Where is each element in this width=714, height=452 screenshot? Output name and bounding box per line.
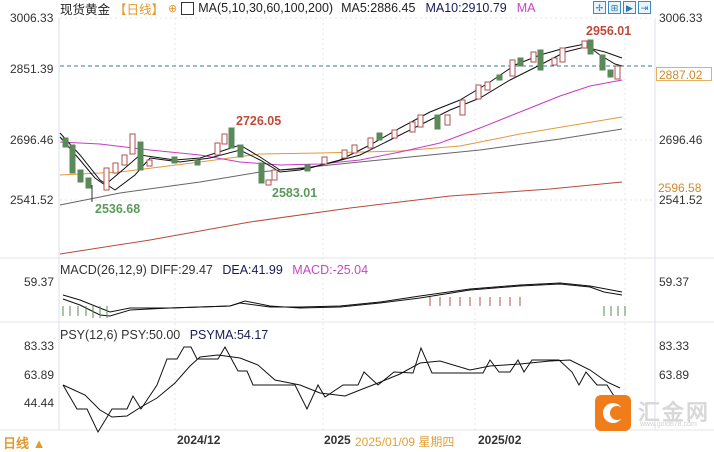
psy-params: PSY(12,6) — [60, 328, 118, 342]
y-tick: 2541.52 — [10, 193, 54, 207]
y-tick-right: 2541.52 — [659, 193, 703, 207]
ma10-value: MA10:2910.79 — [425, 1, 507, 15]
high-annotation: 2726.05 — [236, 114, 282, 128]
next-icon[interactable]: ⇥ — [638, 1, 651, 14]
y-tick: 3006.33 — [10, 11, 54, 25]
macd-y-tick: 59.37 — [24, 275, 55, 289]
current-price-tag: 2887.02 — [656, 67, 712, 82]
y-tick: 2851.39 — [10, 62, 54, 76]
y-tick: 2696.46 — [10, 133, 54, 147]
ma5-value: MA5:2886.45 — [341, 1, 416, 15]
instrument-name: 现货黄金 — [60, 2, 111, 17]
watermark-logo-icon — [595, 395, 631, 431]
chart-toolbar: ✢ ⊞ ▶ ⇥ — [593, 1, 651, 14]
x-label: 2025 — [324, 433, 351, 447]
low-annotation-mid: 2583.01 — [272, 186, 318, 200]
watermark-url: www.gold678.com — [640, 421, 697, 428]
indicator-chart-icon[interactable] — [181, 1, 195, 15]
low-annotation: 2536.68 — [95, 202, 141, 216]
watermark-text: 汇金网 — [638, 400, 711, 425]
psy-y-tick: 83.33 — [24, 339, 55, 353]
x-label: 2024/12 — [177, 433, 221, 447]
macd-y-tick-right: 59.37 — [659, 275, 690, 289]
psy-y-tick-right: 83.33 — [659, 339, 690, 353]
move-icon[interactable]: ✢ — [593, 1, 606, 14]
chart-title-bar: 现货黄金 【日线】 ⊕ MA(5,10,30,60,100,200) MA5:2… — [60, 0, 536, 17]
macd-params: MACD(26,12,9) — [60, 263, 147, 277]
psy-y-tick: 63.89 — [24, 368, 55, 382]
add-indicator-icon[interactable]: ⊕ — [168, 2, 178, 15]
psy-y-tick: 44.44 — [24, 396, 55, 410]
macd-diff: DIFF:29.47 — [150, 263, 213, 277]
y-tick-right: 3006.33 — [659, 11, 703, 25]
x-label: 2025/02 — [478, 433, 522, 447]
zoom-out-icon[interactable]: ▶ — [623, 1, 636, 14]
macd-value: MACD:-25.04 — [292, 263, 369, 277]
y-tick-right: 2696.46 — [659, 133, 703, 147]
ma-params: MA(5,10,30,60,100,200) — [198, 1, 334, 15]
psy-y-tick-right: 63.89 — [659, 368, 690, 382]
zoom-in-icon[interactable]: ⊞ — [608, 1, 621, 14]
period-label[interactable]: 【日线】 — [114, 2, 165, 17]
psy-value: PSY:50.00 — [121, 328, 181, 342]
period-toggle-button[interactable]: 日线 ▲ — [3, 436, 46, 451]
psy-header: PSY(12,6) PSY:50.00 PSYMA:54.17 — [60, 328, 268, 342]
high-annotation-right: 2956.01 — [586, 24, 632, 38]
ma200-value-tag: 2596.58 — [658, 181, 702, 195]
macd-header: MACD(26,12,9) DIFF:29.47 DEA:41.99 MACD:… — [60, 263, 368, 277]
ma-more-value: MA — [516, 1, 536, 15]
cursor-date: 2025/01/09 星期四 — [355, 435, 455, 449]
psyma-value: PSYMA:54.17 — [189, 328, 269, 342]
macd-dea: DEA:41.99 — [222, 263, 283, 277]
